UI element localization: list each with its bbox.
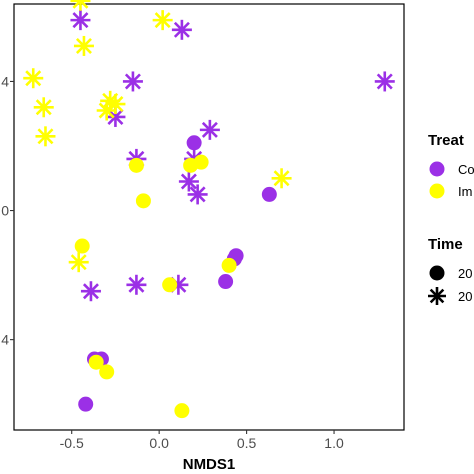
legend-label: Co	[458, 162, 474, 177]
y-axis: .4 0 .4	[0, 73, 14, 348]
point-asterisk	[374, 71, 395, 92]
legend-key-circle	[429, 265, 445, 281]
point-circle	[74, 238, 90, 254]
point-asterisk	[199, 119, 220, 140]
legend: Treat Co Im Time 20 20	[428, 132, 474, 305]
point-circle	[186, 135, 202, 151]
point-asterisk	[96, 100, 117, 121]
point-asterisk	[271, 168, 292, 189]
point-asterisk	[35, 126, 56, 147]
legend-key-circle	[429, 183, 445, 199]
point-asterisk	[80, 281, 101, 302]
legend-label: 20	[458, 289, 472, 304]
point-circle	[128, 157, 144, 173]
point-asterisk	[126, 274, 147, 295]
x-tick-label: 0.5	[237, 435, 257, 451]
x-tick-label: 1.0	[324, 435, 344, 451]
point-asterisk	[70, 10, 91, 31]
point-asterisk	[70, 0, 91, 11]
point-circle	[135, 193, 151, 209]
legend-label: 20	[458, 266, 472, 281]
y-tick-label: .4	[0, 73, 9, 89]
point-asterisk	[73, 35, 94, 56]
point-circle	[88, 354, 104, 370]
point-circle	[261, 186, 277, 202]
point-circle	[99, 364, 115, 380]
legend-title: Treat	[428, 132, 464, 149]
data-points	[23, 0, 395, 419]
point-asterisk	[68, 252, 89, 273]
point-circle	[218, 274, 234, 290]
point-asterisk	[23, 68, 44, 89]
x-axis: -0.5 0.0 0.5 1.0	[60, 430, 344, 451]
y-tick-label: 0	[1, 203, 9, 219]
plot-panel: .4 0 .4 -0.5 0.0 0.5 1.0	[0, 0, 405, 451]
point-asterisk	[178, 171, 199, 192]
legend-label: Im	[458, 184, 472, 199]
x-tick-label: 0.0	[149, 435, 169, 451]
x-axis-title: NMDS1	[183, 456, 236, 473]
point-circle	[162, 277, 178, 293]
plot-border	[13, 3, 405, 431]
legend-key-asterisk	[428, 287, 446, 305]
point-asterisk	[171, 19, 192, 40]
point-asterisk	[122, 71, 143, 92]
point-circle	[78, 396, 94, 412]
point-circle	[193, 154, 209, 170]
point-asterisk	[187, 184, 208, 205]
point-asterisk	[152, 10, 173, 31]
y-tick-label: .4	[0, 332, 9, 348]
x-tick-label: -0.5	[60, 435, 84, 451]
point-circle	[221, 257, 237, 273]
point-asterisk	[33, 97, 54, 118]
legend-key-circle	[429, 161, 445, 177]
point-circle	[174, 403, 190, 419]
legend-title: Time	[428, 236, 463, 253]
